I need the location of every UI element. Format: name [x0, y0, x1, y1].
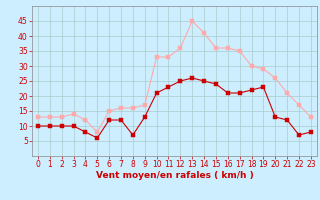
X-axis label: Vent moyen/en rafales ( km/h ): Vent moyen/en rafales ( km/h ) [96, 171, 253, 180]
